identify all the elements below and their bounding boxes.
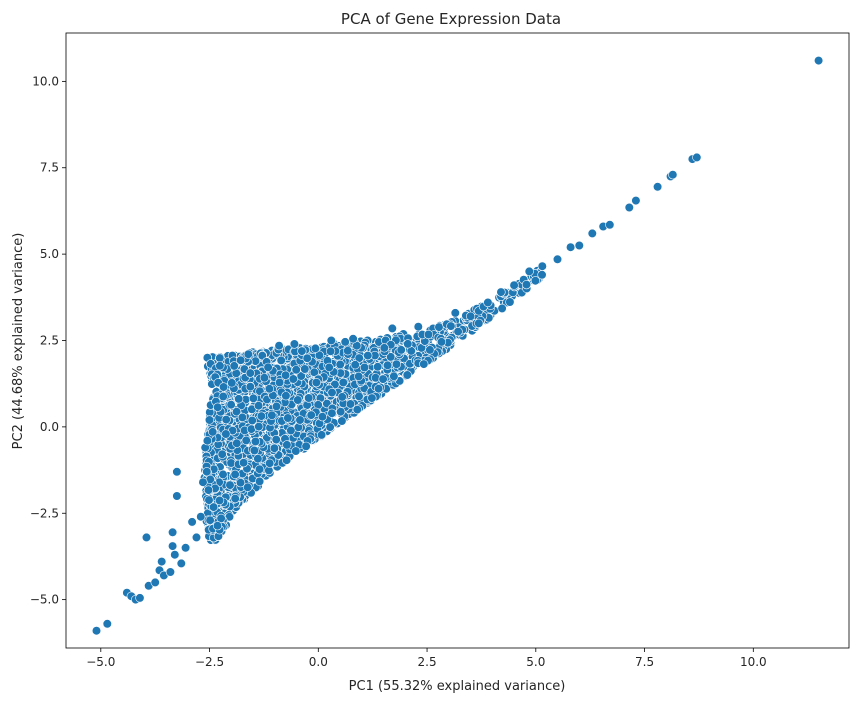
plot-area [65, 32, 850, 649]
chart-title: PCA of Gene Expression Data [341, 10, 561, 28]
dense-point-cloud [200, 266, 547, 545]
plot-frame [66, 33, 849, 648]
